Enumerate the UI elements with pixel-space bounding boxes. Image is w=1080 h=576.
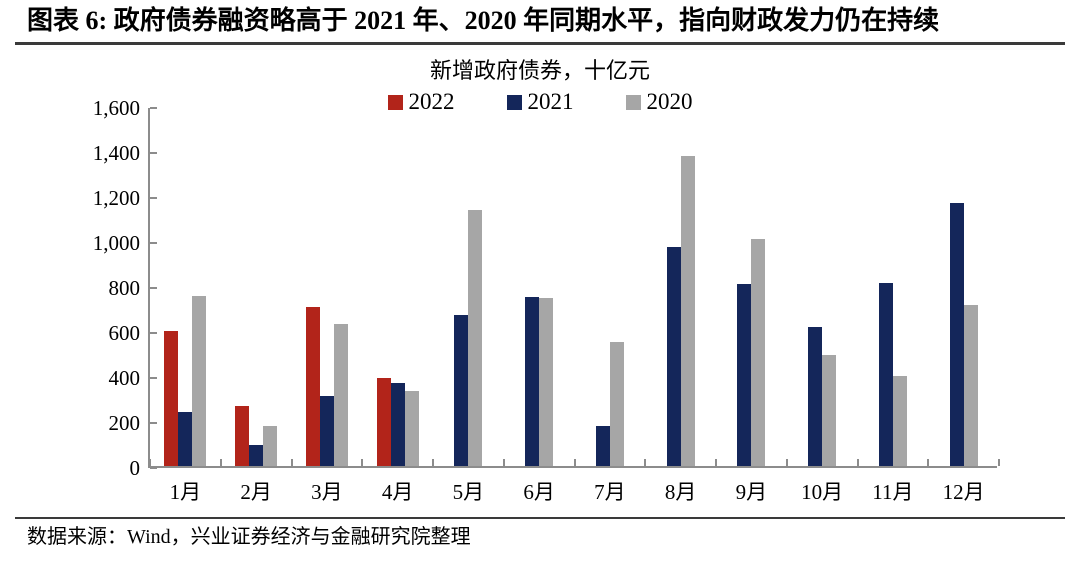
y-axis-label: 1,600 xyxy=(92,96,140,120)
y-axis-tick xyxy=(150,287,157,289)
y-axis-tick xyxy=(150,107,157,109)
bar-2020-12月 xyxy=(963,305,978,466)
y-axis-label: 800 xyxy=(108,276,141,300)
y-axis-label: 0 xyxy=(129,456,141,480)
title-divider xyxy=(15,42,1065,45)
bar-2021-5月 xyxy=(454,315,469,466)
bar-2022-4月 xyxy=(376,378,391,466)
bar-2020-7月 xyxy=(609,342,624,466)
y-axis-label: 1,000 xyxy=(92,231,140,255)
legend-label-2021: 2021 xyxy=(527,89,574,114)
plot-area: 0 200 400 600 800 1,000 1,200 1,400 1,600 1月 2月 3月 4… xyxy=(93,96,1000,504)
x-axis-tick xyxy=(927,459,930,466)
x-axis-label: 2月 xyxy=(240,480,272,504)
legend-item-2022: 2022 xyxy=(387,89,455,114)
bar-2021-10月 xyxy=(808,326,823,466)
x-axis-label: 5月 xyxy=(452,480,485,504)
legend-item-2021: 2021 xyxy=(506,89,574,114)
legend-swatch-2021 xyxy=(506,94,522,110)
figure-title: 图表 6: 政府债券融资略高于 2021 年、2020 年同期水平，指向财政发力… xyxy=(27,6,940,35)
footer-divider xyxy=(15,517,1065,519)
x-axis-label: 7月 xyxy=(594,480,626,504)
x-axis-label: 1月 xyxy=(169,480,202,504)
data-source: 数据来源：Wind，兴业证券经济与金融研究院整理 xyxy=(27,526,471,548)
bar-2020-3月 xyxy=(333,324,348,466)
x-axis-tick xyxy=(290,459,293,466)
y-axis-label: 1,200 xyxy=(92,186,140,210)
x-axis-label: 6月 xyxy=(523,480,555,504)
bar-2021-11月 xyxy=(878,282,893,466)
y-axis-label: 400 xyxy=(108,366,141,390)
x-axis-tick xyxy=(715,459,717,466)
legend-label-2022: 2022 xyxy=(408,89,455,114)
x-axis-tick xyxy=(219,459,222,466)
x-axis-tick xyxy=(856,459,859,466)
y-axis-label: 1,400 xyxy=(92,141,140,165)
bar-2020-8月 xyxy=(680,155,695,466)
y-axis-tick xyxy=(150,422,157,424)
x-axis-tick xyxy=(573,459,576,466)
x-axis-tick xyxy=(432,459,434,466)
bar-2021-12月 xyxy=(949,202,964,466)
bar-2020-2月 xyxy=(263,425,278,466)
bar-2022-3月 xyxy=(305,307,320,466)
bar-2020-1月 xyxy=(192,296,207,466)
y-axis-label: 200 xyxy=(108,411,141,435)
bar-2021-3月 xyxy=(319,396,334,466)
x-axis-label: 12月 xyxy=(942,480,985,504)
x-axis-tick xyxy=(361,459,364,466)
bar-2021-7月 xyxy=(595,425,610,466)
y-axis-tick xyxy=(150,377,157,379)
bar-2020-11月 xyxy=(892,376,907,466)
x-axis-label: 8月 xyxy=(664,480,697,504)
x-axis-label: 11月 xyxy=(872,480,914,504)
chart-title: 新增政府债券，十亿元 xyxy=(429,58,650,83)
bar-2020-9月 xyxy=(751,238,766,466)
x-axis-tick xyxy=(644,459,647,466)
bar-2021-6月 xyxy=(525,297,540,466)
x-axis-label: 10月 xyxy=(801,480,844,504)
bar-2021-2月 xyxy=(249,444,264,466)
x-axis-label: 9月 xyxy=(735,480,768,504)
bar-2022-1月 xyxy=(164,331,179,466)
y-axis-tick xyxy=(150,242,157,244)
bar-2022-2月 xyxy=(235,406,250,466)
y-axis-label: 600 xyxy=(108,321,141,345)
bar-2021-9月 xyxy=(737,283,752,466)
bar-2020-4月 xyxy=(404,390,419,466)
bar-2020-10月 xyxy=(822,354,837,466)
legend-swatch-2020 xyxy=(625,94,641,110)
chart-legend: 2022 2021 2020 xyxy=(0,90,1080,114)
bar-2021-1月 xyxy=(178,412,193,466)
legend-label-2020: 2020 xyxy=(646,89,693,114)
x-axis-tick xyxy=(785,459,788,466)
x-axis-tick xyxy=(149,459,151,466)
y-axis-tick xyxy=(150,467,157,469)
x-axis-tick xyxy=(998,459,1000,466)
y-axis-tick xyxy=(150,197,157,199)
legend-swatch-2022 xyxy=(387,94,403,110)
y-axis-tick xyxy=(150,152,157,154)
x-axis-label: 4月 xyxy=(381,480,414,504)
bar-2020-5月 xyxy=(468,209,483,466)
bar-2020-6月 xyxy=(539,298,554,466)
x-axis-tick xyxy=(502,459,505,466)
legend-item-2020: 2020 xyxy=(625,89,693,114)
bar-2021-8月 xyxy=(666,246,681,466)
y-axis-tick xyxy=(150,332,157,334)
bar-2021-4月 xyxy=(390,382,405,466)
x-axis-label: 3月 xyxy=(311,480,343,504)
